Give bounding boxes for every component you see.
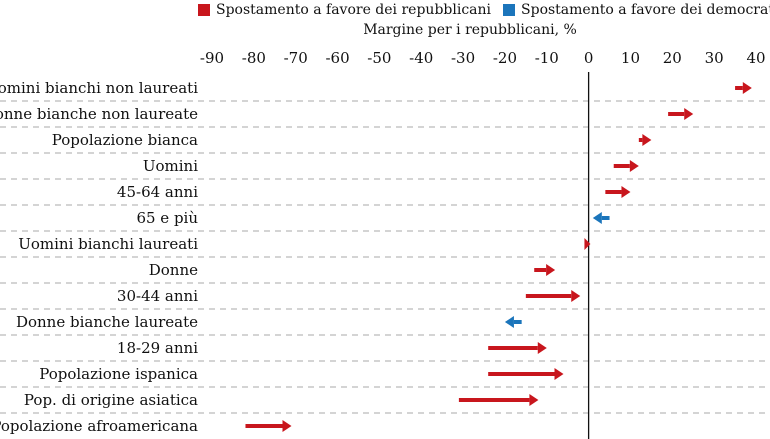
legend-swatch-rep bbox=[198, 4, 210, 16]
arrow-head bbox=[629, 160, 639, 172]
x-tick-label: 0 bbox=[584, 49, 594, 67]
category-label: Pop. di origine asiatica bbox=[24, 391, 198, 409]
category-label: 30-44 anni bbox=[117, 287, 198, 305]
x-tick-label: -90 bbox=[200, 49, 224, 67]
category-label: 65 e più bbox=[136, 209, 198, 227]
category-label: Popolazione afroamericana bbox=[0, 417, 198, 435]
category-label: Uomini bianchi non laureati bbox=[0, 79, 198, 97]
arrow-head bbox=[571, 290, 581, 302]
category-label: Uomini bbox=[143, 157, 198, 175]
category-label: 45-64 anni bbox=[117, 183, 198, 201]
x-tick-label: -50 bbox=[367, 49, 391, 67]
x-tick-label: -80 bbox=[242, 49, 266, 67]
category-label: Popolazione bianca bbox=[52, 131, 198, 149]
arrow-head bbox=[546, 264, 556, 276]
category-label: Donne bianche non laureate bbox=[0, 105, 198, 123]
category-label: Donne bbox=[149, 261, 198, 279]
arrow-head bbox=[621, 186, 631, 198]
x-tick-label: -40 bbox=[409, 49, 433, 67]
x-tick-label: -10 bbox=[535, 49, 559, 67]
legend-item-rep: Spostamento a favore dei repubblicani bbox=[198, 2, 491, 18]
x-tick-label: 30 bbox=[705, 49, 724, 67]
arrow-head bbox=[282, 420, 292, 432]
category-label: Uomini bianchi laureati bbox=[18, 235, 198, 253]
arrow-head bbox=[529, 394, 539, 406]
legend: Spostamento a favore dei repubblicani Sp… bbox=[198, 0, 770, 20]
x-tick-label: -30 bbox=[451, 49, 475, 67]
x-tick-label: -70 bbox=[284, 49, 308, 67]
arrow-head bbox=[684, 108, 694, 120]
x-tick-label: 20 bbox=[663, 49, 682, 67]
x-tick-label: -20 bbox=[493, 49, 517, 67]
arrow-head bbox=[584, 238, 591, 250]
arrow-head bbox=[592, 212, 602, 224]
category-label: 18-29 anni bbox=[117, 339, 198, 357]
category-label: Donne bianche laureate bbox=[16, 313, 198, 331]
x-tick-label: 40 bbox=[746, 49, 765, 67]
arrow-head bbox=[742, 82, 752, 94]
x-axis-title: Margine per i repubblicani, % bbox=[363, 22, 577, 38]
arrow-head bbox=[642, 134, 652, 146]
legend-label-rep: Spostamento a favore dei repubblicani bbox=[216, 2, 492, 18]
legend-item-dem: Spostamento a favore dei democratici bbox=[503, 2, 770, 18]
x-tick-label: 10 bbox=[621, 49, 640, 67]
arrow-head bbox=[504, 316, 514, 328]
arrow-head bbox=[554, 368, 564, 380]
category-label: Popolazione ispanica bbox=[39, 365, 198, 383]
arrow-head bbox=[537, 342, 547, 354]
legend-label-dem: Spostamento a favore dei democratici bbox=[521, 2, 770, 18]
x-tick-label: -60 bbox=[325, 49, 349, 67]
legend-swatch-dem bbox=[503, 4, 516, 16]
